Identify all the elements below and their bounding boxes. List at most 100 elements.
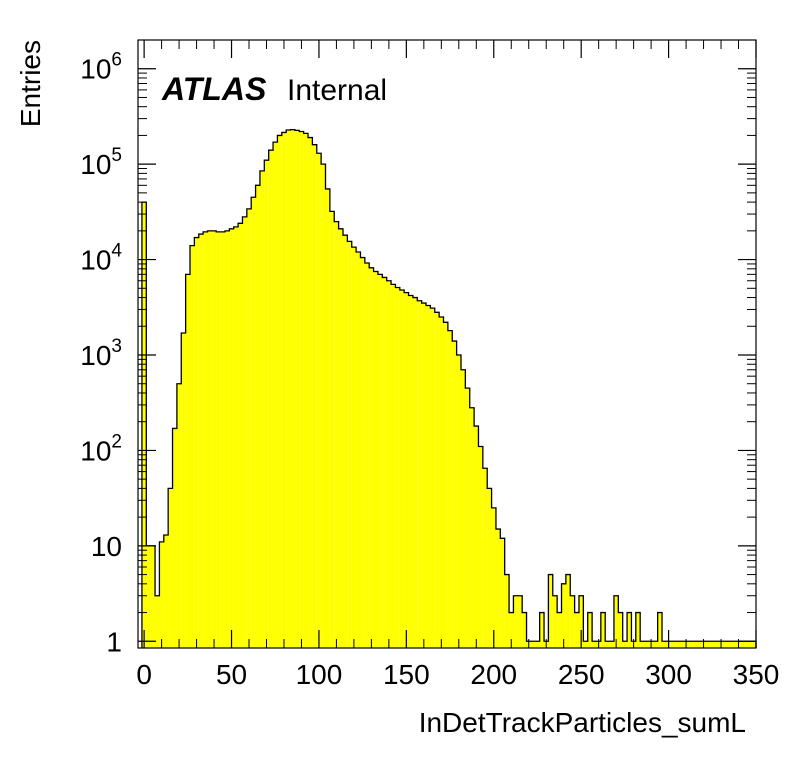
histogram-bin xyxy=(334,221,339,649)
histogram-bin xyxy=(185,274,191,648)
y-tick-label: 103 xyxy=(80,336,122,371)
histogram-bin xyxy=(211,230,217,648)
histogram-bin xyxy=(408,295,413,648)
y-tick-label: 1 xyxy=(106,626,122,657)
histogram-bin xyxy=(303,133,309,649)
histogram-bin xyxy=(635,612,641,648)
x-axis-ticks: 0 50 100 150 200 250 300 350 xyxy=(136,40,779,690)
histogram-bin xyxy=(574,612,579,648)
histogram-bin xyxy=(430,308,435,648)
histogram-bin xyxy=(552,595,558,648)
histogram-bin xyxy=(460,369,466,648)
histogram-bin xyxy=(662,641,667,648)
histogram-bin xyxy=(146,545,151,648)
histogram-outline xyxy=(141,128,757,649)
y-tick-label: 10 xyxy=(91,531,122,562)
histogram-bin xyxy=(478,446,483,648)
histogram-bin xyxy=(347,241,352,649)
histogram-bin xyxy=(509,612,514,648)
x-tick-label: 200 xyxy=(470,659,517,690)
histogram-bin xyxy=(548,574,553,648)
histogram-bin xyxy=(338,228,343,649)
x-tick-label: 50 xyxy=(216,659,247,690)
histogram-bin xyxy=(308,137,313,649)
histogram-bin xyxy=(369,267,374,648)
histogram-bin xyxy=(168,488,173,648)
histogram-bin xyxy=(613,595,619,648)
histogram-bin xyxy=(141,202,147,648)
y-tick-label: 105 xyxy=(80,145,122,180)
histogram-bin xyxy=(203,231,208,649)
histogram-bin xyxy=(373,271,378,648)
histogram-bin xyxy=(535,641,540,648)
histogram-bin xyxy=(434,312,440,648)
histogram-bin xyxy=(627,612,632,648)
histogram-bin xyxy=(404,292,409,648)
histogram-bin xyxy=(286,129,291,648)
histogram-bin xyxy=(622,641,628,648)
histogram-bin xyxy=(688,641,693,648)
histogram-bin xyxy=(745,641,750,648)
histogram-bin xyxy=(513,595,518,648)
histogram-bin xyxy=(474,426,479,648)
histogram-bin xyxy=(364,263,370,648)
histogram-bin xyxy=(360,257,365,648)
histogram-bin xyxy=(426,305,431,648)
histogram-bin xyxy=(172,428,177,648)
histogram-bin xyxy=(176,383,182,648)
histogram-bin xyxy=(242,216,247,649)
histogram-bin xyxy=(224,230,230,648)
histogram-bin xyxy=(342,235,348,648)
x-tick-label: 300 xyxy=(645,659,692,690)
histogram-bin xyxy=(640,641,645,648)
histogram-bin xyxy=(731,641,737,648)
histogram-bin xyxy=(670,641,676,648)
histogram-bin xyxy=(216,231,221,649)
histogram-bin xyxy=(753,641,756,648)
histogram-bin xyxy=(312,144,317,648)
histogram-bin xyxy=(578,595,584,648)
histogram-bin xyxy=(530,641,536,648)
y-tick-label: 104 xyxy=(80,241,122,276)
histogram-bin xyxy=(723,641,728,648)
histogram-bin xyxy=(600,612,606,648)
histogram-bin xyxy=(329,211,335,648)
histogram-bin xyxy=(491,507,496,648)
histogram-bin xyxy=(351,247,357,648)
histogram-bin xyxy=(321,164,326,648)
y-tick-label: 102 xyxy=(80,431,122,466)
histogram-bin xyxy=(255,185,260,648)
histogram-bin xyxy=(705,641,711,648)
histogram-bin xyxy=(163,534,169,648)
histogram-bin xyxy=(356,252,361,648)
histogram-bin xyxy=(273,142,278,648)
histogram-bin xyxy=(220,231,225,649)
histogram-bin xyxy=(150,545,156,648)
histogram-bin xyxy=(692,641,697,648)
internal-label: Internal xyxy=(287,74,387,107)
histogram-bin xyxy=(439,317,444,648)
histogram-bin xyxy=(710,641,715,648)
histogram-bin xyxy=(399,289,405,648)
histogram-bin xyxy=(740,641,746,648)
histogram-bin xyxy=(500,538,505,648)
histogram-bin xyxy=(238,223,243,648)
x-tick-label: 250 xyxy=(558,659,605,690)
histogram-bin xyxy=(679,641,684,648)
histogram-bin xyxy=(316,153,322,648)
histogram-bin xyxy=(487,488,492,648)
histogram-bin xyxy=(609,641,614,648)
x-tick-label: 100 xyxy=(296,659,343,690)
histogram-bin xyxy=(452,341,457,648)
histogram-bin xyxy=(194,237,199,648)
histogram-bin xyxy=(391,284,396,648)
histogram-bin xyxy=(294,130,300,649)
histogram-bin xyxy=(246,208,252,648)
histogram-bin xyxy=(155,595,160,648)
x-tick-label: 0 xyxy=(136,659,152,690)
histogram-bin xyxy=(587,612,593,648)
histogram-bin xyxy=(190,245,195,648)
histogram-bin xyxy=(299,131,304,648)
histogram-bin xyxy=(592,641,597,648)
